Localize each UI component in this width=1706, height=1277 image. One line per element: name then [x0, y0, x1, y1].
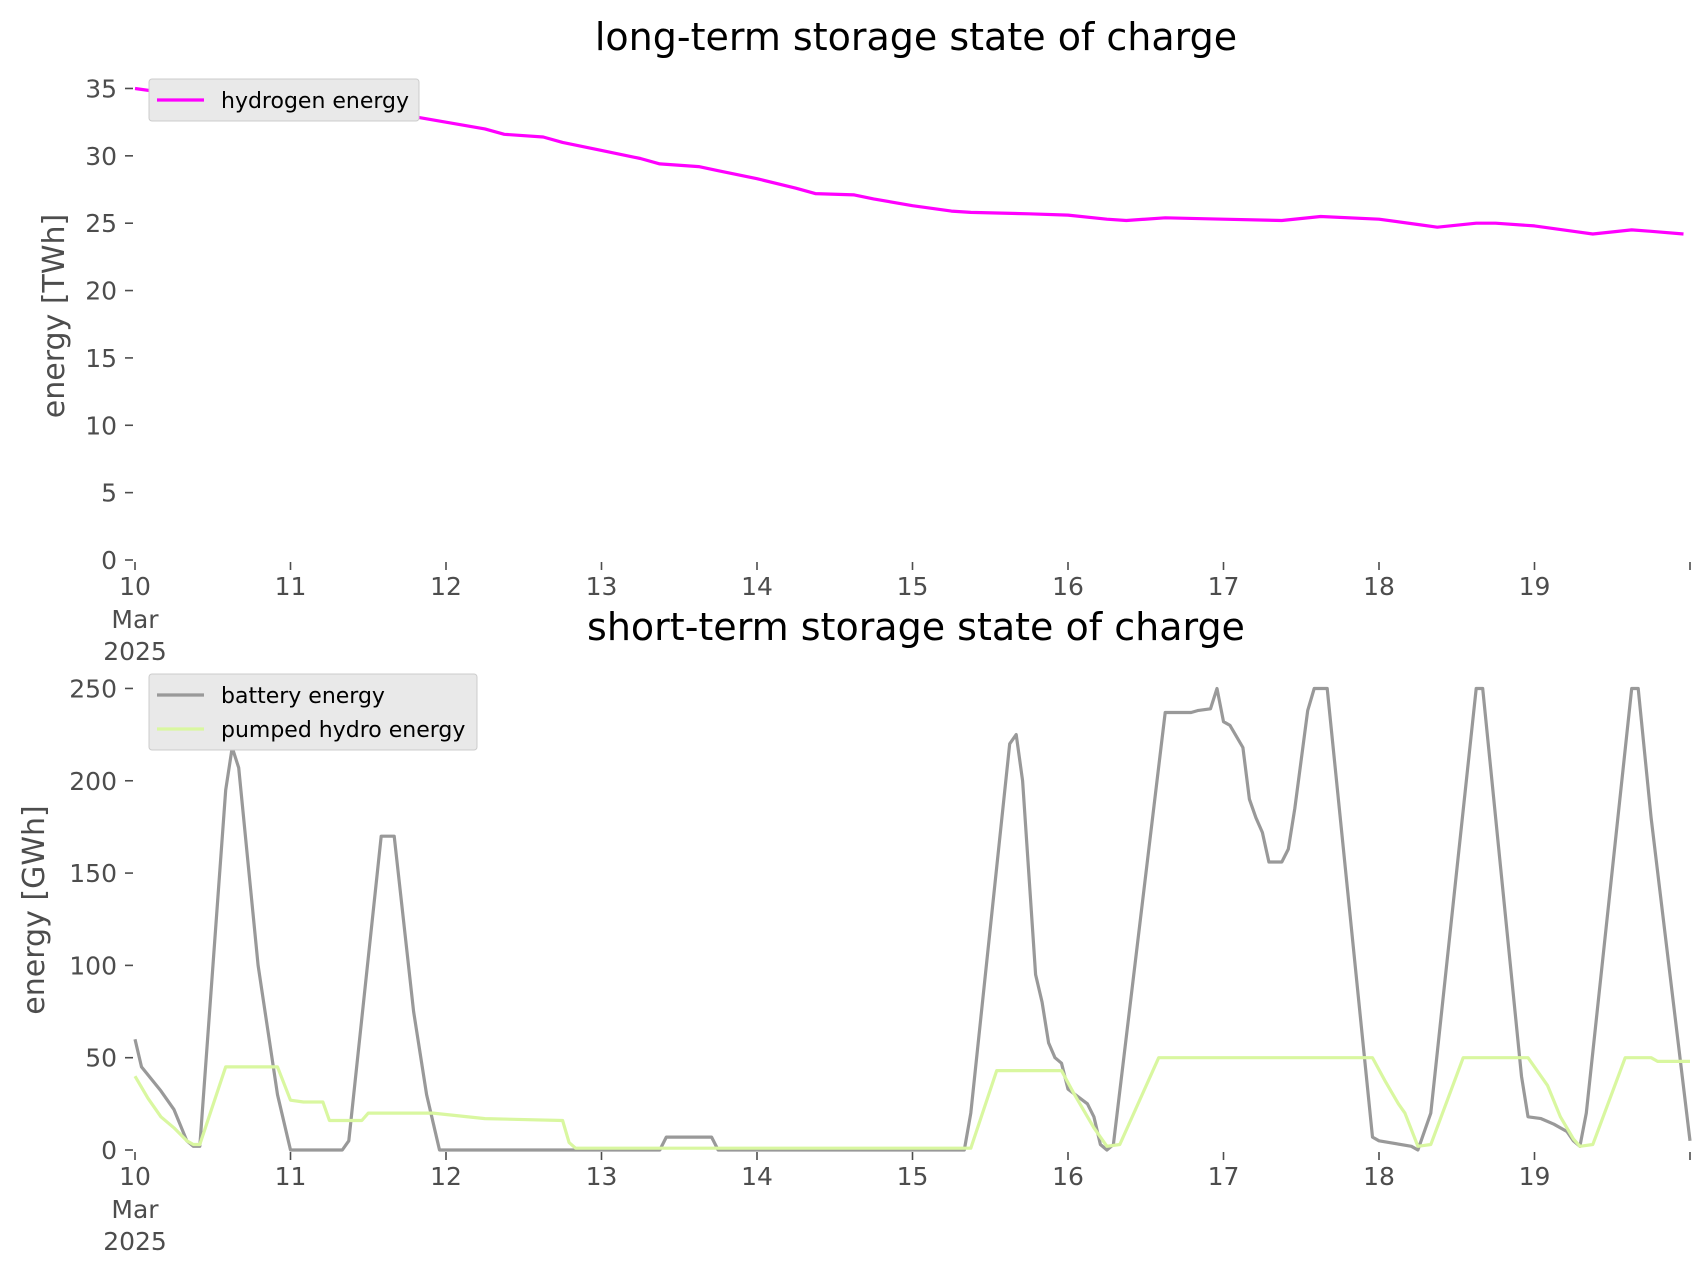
- y-tick-label: 200: [69, 767, 117, 796]
- y-tick-label: 25: [85, 209, 117, 238]
- x-tick-label: 13: [586, 1162, 618, 1191]
- x-tick-label: 15: [897, 1162, 929, 1191]
- x-tick-label: 16: [1052, 1162, 1084, 1191]
- x-tick-label: 17: [1208, 1162, 1240, 1191]
- x-tick-sublabel: Mar: [111, 605, 159, 634]
- x-tick-label: 11: [275, 572, 307, 601]
- legend-label: battery energy: [221, 684, 385, 709]
- x-tick-label: 13: [586, 572, 618, 601]
- y-tick-label: 20: [85, 277, 117, 306]
- long-term-panel: long-term storage state of charge energy…: [37, 15, 1691, 666]
- x-tick-label: 10: [119, 1162, 151, 1191]
- x-tick-label: 14: [741, 572, 773, 601]
- x-axis: 10 Mar 2025 11 12 13 14 15 16 17 18 19: [103, 562, 1691, 666]
- x-tick-label: 12: [430, 1162, 462, 1191]
- y-tick-label: 30: [85, 142, 117, 171]
- y-tick-label: 10: [85, 411, 117, 440]
- x-tick-label: 18: [1363, 572, 1395, 601]
- y-axis: 0 5 10 15 20 25 30 35: [85, 74, 133, 575]
- legend-box: [148, 673, 478, 751]
- x-tick-label: 19: [1519, 1162, 1551, 1191]
- series-line-hydrogen-energy: [134, 86, 1684, 236]
- x-tick-label: 12: [430, 572, 462, 601]
- x-tick-label: 18: [1363, 1162, 1395, 1191]
- x-tick-label: 17: [1208, 572, 1240, 601]
- y-tick-label: 250: [69, 674, 117, 703]
- x-tick-label: 19: [1519, 572, 1551, 601]
- x-tick-label: 16: [1052, 572, 1084, 601]
- legend-box: [148, 78, 420, 122]
- y-tick-label: 150: [69, 859, 117, 888]
- plot-area: [134, 86, 1684, 236]
- x-axis: 10 Mar 2025 11 12 13 14 15 16 17 18 19: [103, 1152, 1691, 1256]
- x-tick-label: 10: [119, 572, 151, 601]
- x-tick-label: 14: [741, 1162, 773, 1191]
- y-axis: 0 50 100 150 200 250: [69, 674, 133, 1165]
- legend: hydrogen energy: [148, 78, 420, 122]
- chart-title: short-term storage state of charge: [587, 605, 1245, 649]
- y-tick-label: 50: [85, 1044, 117, 1073]
- y-axis-label: energy [GWh]: [17, 805, 52, 1014]
- x-tick-label: 15: [897, 572, 929, 601]
- y-axis-label: energy [TWh]: [37, 214, 72, 418]
- x-tick-sublabel: 2025: [103, 1227, 167, 1256]
- series-line-battery-energy: [133, 686, 1692, 1152]
- legend-label: hydrogen energy: [221, 89, 409, 114]
- series-line-pumped-hydro-energy: [133, 1056, 1690, 1150]
- x-tick-sublabel: Mar: [111, 1195, 159, 1224]
- y-tick-label: 15: [85, 344, 117, 373]
- chart-title: long-term storage state of charge: [595, 15, 1237, 59]
- y-tick-label: 5: [101, 479, 117, 508]
- plot-area: [133, 686, 1692, 1152]
- x-tick-label: 11: [275, 1162, 307, 1191]
- legend: battery energy pumped hydro energy: [148, 673, 478, 751]
- legend-label: pumped hydro energy: [221, 718, 465, 743]
- y-tick-label: 35: [85, 74, 117, 103]
- y-tick-label: 0: [101, 546, 117, 575]
- y-tick-label: 0: [101, 1136, 117, 1165]
- x-tick-sublabel: 2025: [103, 637, 167, 666]
- short-term-panel: short-term storage state of charge energ…: [17, 605, 1692, 1256]
- y-tick-label: 100: [69, 951, 117, 980]
